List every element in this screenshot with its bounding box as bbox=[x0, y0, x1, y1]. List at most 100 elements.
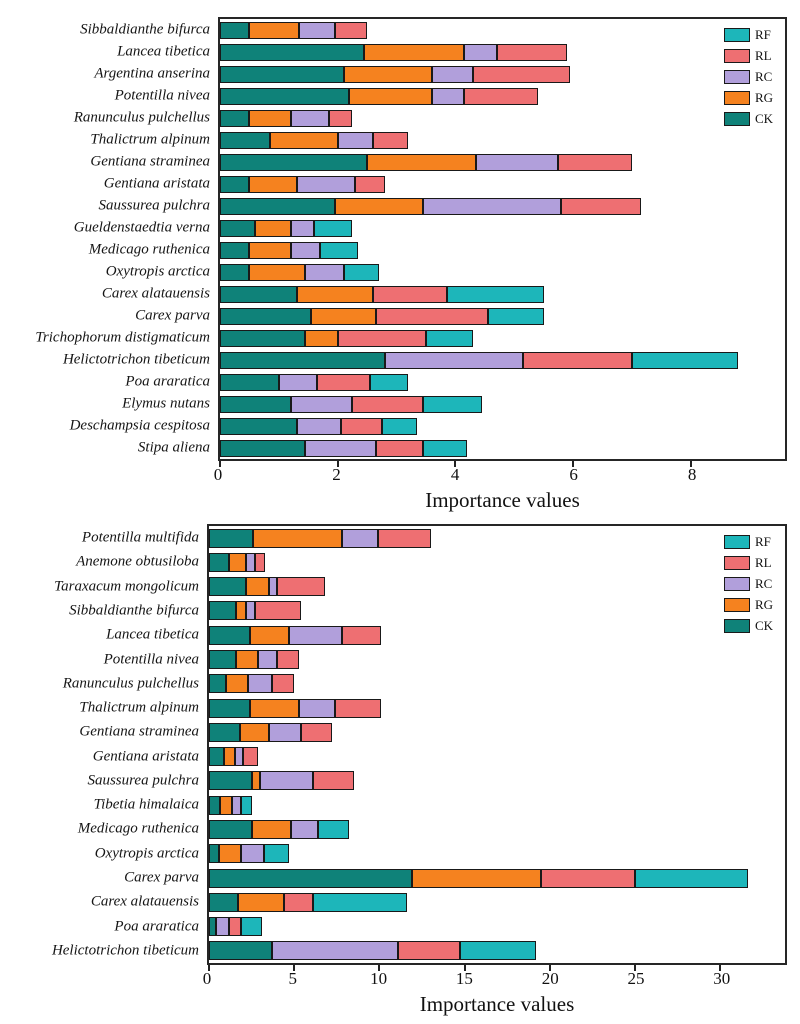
bar-segment-rf bbox=[381, 417, 418, 435]
bar-segment-rc bbox=[232, 795, 241, 815]
category-label: Saussurea pulchra bbox=[98, 197, 210, 214]
category-label: Lancea tibetica bbox=[117, 43, 210, 60]
bar-segment-rg bbox=[411, 868, 542, 888]
bar-segment-ck bbox=[220, 65, 344, 83]
bar-segment-rg bbox=[249, 241, 291, 259]
x-axis-title-bottom: Importance values bbox=[419, 992, 575, 1016]
bar-segment-rl bbox=[375, 307, 488, 325]
bar-segment-rf bbox=[370, 373, 409, 391]
category-label: Lancea tibetica bbox=[106, 626, 199, 643]
bar-segment-rg bbox=[270, 131, 338, 149]
category-label: Carex parva bbox=[135, 307, 210, 324]
bar-segment-rc bbox=[246, 552, 255, 572]
bar-segment-rl bbox=[541, 868, 636, 888]
bar-segment-ck bbox=[220, 351, 385, 369]
plot-area-bottom: RF RL RC RG CK bbox=[207, 524, 787, 971]
legend-item-ck: CK bbox=[723, 618, 773, 633]
bar-segment-rf bbox=[487, 307, 544, 325]
legend-label: RG bbox=[754, 597, 773, 612]
x-axis-title-top: Importance values bbox=[425, 488, 580, 512]
bar-segment-rl bbox=[301, 722, 332, 742]
category-label: Gentiana aristata bbox=[103, 175, 210, 192]
bar-segment-ck bbox=[209, 552, 230, 572]
bar-segment-rl bbox=[352, 395, 424, 413]
category-label: Medicago ruthenica bbox=[77, 820, 199, 837]
bar-segment-rc bbox=[234, 747, 244, 767]
category-label: Saussurea pulchra bbox=[87, 772, 199, 789]
bar-segment-rg bbox=[311, 307, 376, 325]
bar-segment-rc bbox=[290, 219, 315, 237]
category-label: Carex alatauensis bbox=[90, 893, 199, 910]
bar-segment-ck bbox=[220, 131, 271, 149]
legend-swatch-icon bbox=[723, 534, 750, 549]
x-tick-label: 15 bbox=[455, 969, 473, 988]
category-label: Anemone obtusiloba bbox=[76, 553, 199, 570]
bar-segment-ck bbox=[209, 650, 237, 670]
bar-segment-ck bbox=[220, 329, 306, 347]
x-tick-mark bbox=[219, 461, 221, 467]
category-label: Medicago ruthenica bbox=[88, 241, 210, 258]
bar-segment-rc bbox=[296, 417, 341, 435]
bar-segment-ck bbox=[220, 285, 297, 303]
bar-segment-ck bbox=[220, 153, 368, 171]
legend-label: RC bbox=[754, 69, 773, 84]
legend-item-ck: CK bbox=[723, 111, 773, 126]
bar-segment-rf bbox=[459, 941, 537, 961]
bar-segment-rl bbox=[398, 941, 460, 961]
legend-label: RL bbox=[754, 48, 772, 63]
legend-label: CK bbox=[754, 111, 773, 126]
x-tick-mark bbox=[689, 461, 692, 467]
category-label: Gentiana straminea bbox=[90, 153, 210, 170]
bar-segment-rl bbox=[355, 175, 385, 193]
bar-segment-rc bbox=[305, 263, 344, 281]
legend-item-rl: RL bbox=[723, 555, 773, 570]
bar-segment-rc bbox=[290, 395, 353, 413]
bar-segment-rc bbox=[289, 625, 342, 645]
bar-segment-rc bbox=[248, 674, 273, 694]
bar-segment-rc bbox=[290, 819, 319, 839]
bar-segment-rl bbox=[312, 771, 354, 791]
bar-segment-ck bbox=[209, 698, 250, 718]
legend-swatch-icon bbox=[723, 555, 750, 570]
bar-segment-rf bbox=[312, 892, 407, 912]
bar-segment-rc bbox=[423, 197, 562, 215]
bar-segment-rl bbox=[373, 131, 409, 149]
bar-segment-rc bbox=[260, 771, 313, 791]
bar-segment-ck bbox=[209, 722, 240, 742]
bar-segment-ck bbox=[220, 21, 250, 39]
bar-segment-rg bbox=[219, 844, 242, 864]
bar-segment-rl bbox=[496, 43, 568, 61]
category-label: Helictotrichon tibeticum bbox=[51, 942, 199, 959]
legend-swatch-icon bbox=[723, 618, 750, 633]
x-tick-mark bbox=[634, 965, 637, 971]
bar-segment-rc bbox=[268, 577, 278, 597]
legend-top: RF RL RC RG CK bbox=[723, 27, 773, 126]
bar-segment-rl bbox=[523, 351, 632, 369]
x-tick-label: 5 bbox=[288, 969, 298, 988]
x-tick-label: 8 bbox=[687, 465, 697, 484]
category-label: Tibetia himalaica bbox=[93, 796, 199, 813]
plot-area-top: RF RL RC RG CK bbox=[218, 17, 787, 467]
bar-segment-ck bbox=[220, 197, 335, 215]
bar-segment-ck bbox=[220, 373, 279, 391]
bar-segment-rf bbox=[343, 263, 379, 281]
bar-segment-rc bbox=[305, 439, 376, 457]
bar-segment-ck bbox=[220, 263, 250, 281]
bar-segment-rg bbox=[226, 674, 249, 694]
bar-segment-ck bbox=[209, 674, 227, 694]
bar-segment-rf bbox=[446, 285, 544, 303]
bar-segment-rf bbox=[635, 868, 748, 888]
legend-item-rc: RC bbox=[723, 576, 773, 591]
bar-segment-rc bbox=[272, 941, 399, 961]
bar-segment-rl bbox=[277, 650, 300, 670]
bar-segment-rg bbox=[305, 329, 338, 347]
bar-segment-rf bbox=[314, 219, 353, 237]
category-label: Potentilla nivea bbox=[114, 87, 210, 104]
legend-bottom: RF RL RC RG CK bbox=[723, 534, 773, 633]
bar-segment-rg bbox=[229, 552, 247, 572]
bar-segment-rl bbox=[229, 917, 242, 937]
legend-item-rc: RC bbox=[723, 69, 773, 84]
bar-segment-rf bbox=[425, 329, 474, 347]
legend-label: RC bbox=[754, 576, 773, 591]
bar-segment-ck bbox=[220, 109, 250, 127]
